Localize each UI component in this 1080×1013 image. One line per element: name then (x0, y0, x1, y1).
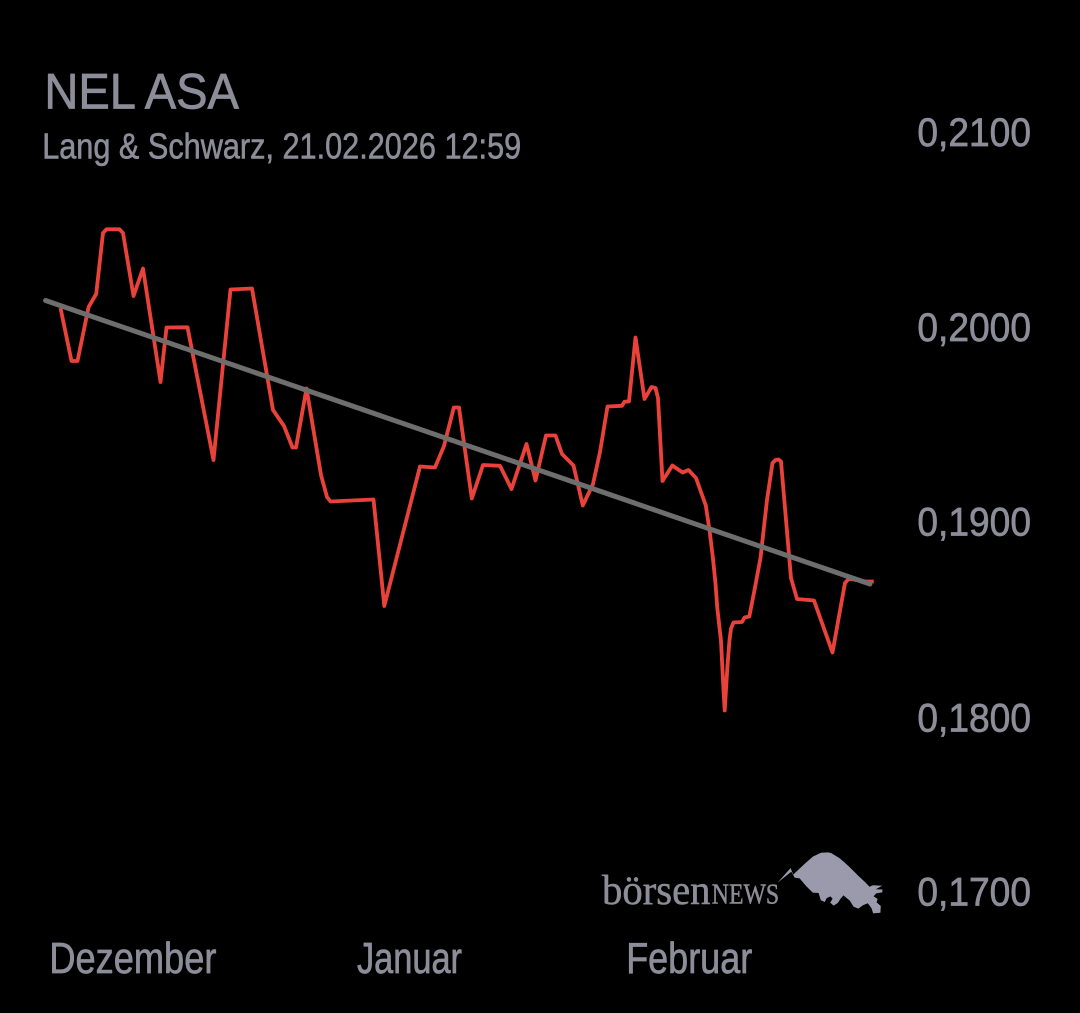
svg-text:0,1900: 0,1900 (917, 500, 1031, 544)
svg-text:Januar: Januar (357, 935, 462, 983)
svg-text:NEL ASA: NEL ASA (44, 63, 239, 120)
svg-text:0,2000: 0,2000 (917, 306, 1031, 350)
svg-text:Februar: Februar (626, 935, 752, 983)
svg-text:0,1700: 0,1700 (917, 870, 1031, 914)
svg-text:Dezember: Dezember (49, 935, 216, 983)
svg-text:0,1800: 0,1800 (917, 696, 1031, 740)
svg-text:börsen: börsen (602, 868, 711, 914)
svg-text:NEWS: NEWS (712, 878, 779, 910)
svg-text:Lang & Schwarz, 21.02.2026 12:: Lang & Schwarz, 21.02.2026 12:59 (42, 125, 521, 166)
svg-text:0,2100: 0,2100 (917, 111, 1031, 155)
